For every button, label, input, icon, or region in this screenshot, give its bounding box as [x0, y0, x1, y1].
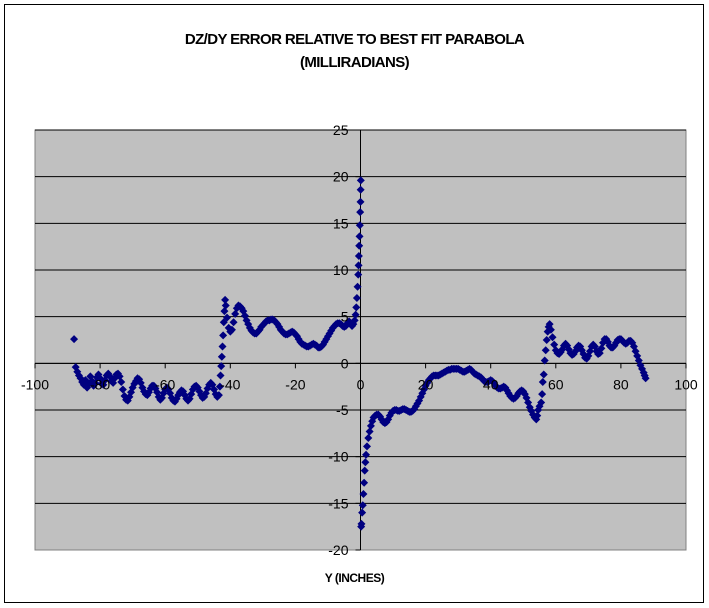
y-tick-label: -20	[328, 542, 348, 558]
data-point	[217, 362, 226, 371]
data-point	[220, 307, 229, 316]
data-point	[227, 325, 236, 334]
data-point	[221, 295, 230, 304]
data-point	[218, 342, 227, 351]
x-tick-label: 0	[357, 376, 365, 392]
data-point	[223, 313, 232, 322]
data-point	[537, 398, 546, 407]
data-point	[215, 382, 224, 391]
data-point	[214, 391, 223, 400]
x-tick-label: 20	[418, 376, 434, 392]
y-tick-label: -10	[328, 449, 348, 465]
x-tick-label: -60	[155, 376, 175, 392]
data-point	[361, 458, 370, 467]
x-tick-label: 100	[674, 376, 698, 392]
data-point	[539, 370, 548, 379]
data-point	[365, 427, 374, 436]
axes	[34, 129, 687, 551]
chart-title-line-1: DZ/DY ERROR RELATIVE TO BEST FIT PARABOL…	[184, 31, 525, 48]
x-tick-label: -100	[21, 376, 49, 392]
x-tick-label: -20	[285, 376, 305, 392]
data-point	[533, 411, 542, 420]
y-tick-label: 15	[333, 215, 349, 231]
data-point	[355, 232, 364, 241]
data-point	[360, 478, 369, 487]
data-point	[359, 490, 368, 498]
data-point	[358, 508, 367, 517]
y-tick-label: 25	[333, 122, 349, 138]
data-point	[117, 378, 126, 386]
data-point	[540, 356, 549, 365]
data-point	[363, 442, 372, 451]
data-point	[353, 282, 362, 291]
x-tick-label: 40	[483, 376, 499, 392]
data-point	[118, 385, 127, 394]
x-tick-label: -40	[220, 376, 240, 392]
data-point	[350, 316, 359, 325]
data-point	[70, 335, 79, 344]
data-point	[356, 185, 365, 194]
data-point	[357, 519, 366, 528]
chart-title-line-2: (MILLIRADIANS)	[299, 54, 410, 71]
data-point	[538, 390, 547, 399]
data-point	[354, 261, 363, 270]
y-tick-label: 10	[333, 262, 349, 278]
data-points	[70, 176, 650, 531]
data-point	[641, 374, 650, 383]
x-tick-label: 60	[548, 376, 564, 392]
y-tick-label: 5	[341, 309, 349, 325]
data-point	[362, 450, 371, 459]
x-tick-labels: -100 -80 -60 -40 -20 0 20 40 60 80 100	[21, 376, 698, 392]
y-tick-label: -5	[336, 402, 349, 418]
data-point	[216, 371, 225, 380]
data-point	[546, 325, 555, 334]
data-point	[352, 303, 361, 312]
data-point	[229, 318, 238, 327]
data-point	[364, 434, 373, 442]
data-point	[352, 294, 361, 302]
data-point	[358, 501, 367, 510]
y-tick-labels: -20 -15 -10 -5 0 5 10 15 20 25	[328, 122, 348, 558]
data-point	[548, 333, 557, 342]
y-tick-label: 0	[341, 355, 349, 371]
x-tick-label: -80	[90, 376, 110, 392]
data-point	[217, 352, 226, 361]
x-tick-label: 80	[613, 376, 629, 392]
data-point	[351, 310, 360, 319]
data-point	[221, 301, 230, 310]
data-point	[356, 176, 365, 185]
data-point	[355, 241, 364, 250]
data-point	[219, 331, 228, 340]
data-point	[356, 208, 365, 217]
data-point	[355, 221, 364, 230]
data-point	[541, 346, 550, 355]
chart-title: DZ/DY ERROR RELATIVE TO BEST FIT PARABOL…	[0, 28, 709, 74]
data-point	[360, 466, 369, 475]
data-point	[542, 336, 551, 344]
data-point	[538, 378, 547, 386]
y-tick-label: -15	[328, 495, 348, 511]
data-point	[354, 252, 363, 260]
data-point	[356, 197, 365, 206]
data-point	[545, 320, 554, 329]
y-tick-label: 20	[333, 169, 349, 185]
x-axis-label: Y (INCHES)	[324, 571, 385, 585]
data-point	[354, 270, 363, 279]
